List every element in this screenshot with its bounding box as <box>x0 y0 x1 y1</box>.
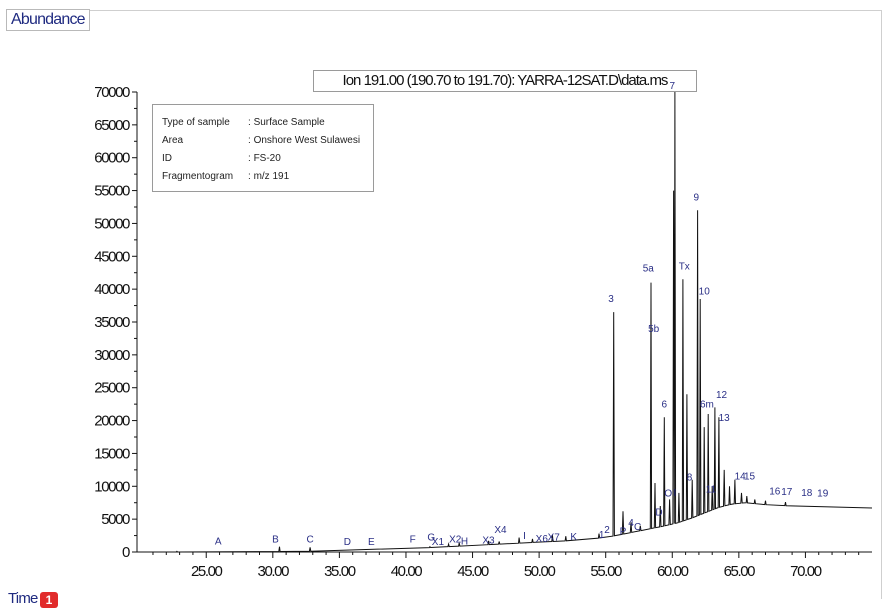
chart-ticks: 0 5000 10000 15000 20000 25000 30000 35000 40000… <box>94 84 860 580</box>
info-sep: : <box>248 135 251 146</box>
y-tick-label: 10000 <box>94 478 130 495</box>
peak-label: 18 <box>801 488 813 499</box>
info-row-type: Type of sample: Surface Sample <box>162 116 325 130</box>
chromatogram-trace <box>137 91 873 553</box>
peak-label: Tx <box>679 262 690 273</box>
frame-top-rule <box>90 10 882 11</box>
info-row-fragmentogram: Fragmentogram: m/z 191 <box>162 170 289 184</box>
info-value: Onshore West Sulawesi <box>253 135 361 146</box>
peak-label: C <box>306 534 313 545</box>
x-tick-label: 70.00 <box>790 563 822 580</box>
x-tick-label: 30.00 <box>258 563 290 580</box>
peak-label: 11 <box>706 484 717 495</box>
info-sep: : <box>248 117 251 128</box>
peak-label: X4 <box>494 525 507 536</box>
peak-label: 17 <box>781 487 793 498</box>
x-tick-label: 50.00 <box>524 563 556 580</box>
y-tick-label: 40000 <box>94 281 130 298</box>
peak-label: 16 <box>769 486 781 497</box>
peak-label: O <box>664 488 672 499</box>
x-tick-label: 55.00 <box>590 563 622 580</box>
peak-label: D <box>655 507 662 518</box>
chart-trace <box>137 91 873 553</box>
y-tick-label: 65000 <box>94 117 130 134</box>
peak-label: 12 <box>716 390 728 401</box>
y-tick-label: 30000 <box>94 347 130 364</box>
x-tick-label: 60.00 <box>657 563 689 580</box>
peak-label: X1 <box>432 537 445 548</box>
peak-label: I <box>674 488 677 499</box>
peak-label: 15 <box>744 471 756 482</box>
chart-title: Ion 191.00 (190.70 to 191.70): YARRA-12S… <box>313 70 697 92</box>
peak-label: 10 <box>699 287 711 298</box>
time-axis-label: Time <box>8 590 38 607</box>
peak-label: 9 <box>693 193 699 204</box>
info-sep: : <box>248 171 251 182</box>
x-tick-label: 35.00 <box>324 563 356 580</box>
peak-label: I <box>523 531 526 542</box>
info-sep: : <box>248 153 251 164</box>
peak-label: X6 <box>536 534 549 545</box>
peak-label: K <box>570 532 577 543</box>
abundance-axis-label: Abundance <box>6 9 90 31</box>
sample-info-box: Type of sample: Surface Sample Area: Ons… <box>152 104 374 192</box>
chart-axes <box>136 92 872 553</box>
info-key: Fragmentogram <box>162 171 234 182</box>
info-key: Area <box>162 135 184 146</box>
x-tick-label: 40.00 <box>391 563 423 580</box>
y-tick-label: 45000 <box>94 248 130 265</box>
peak-label: 8 <box>687 473 693 484</box>
peak-label: X2 <box>449 534 462 545</box>
peak-label: 4 <box>628 518 634 529</box>
peak-label: 2 <box>604 525 610 536</box>
time-badge: 1 <box>40 592 58 608</box>
x-tick-label: 25.00 <box>191 563 223 580</box>
x-tick-label: 45.00 <box>457 563 489 580</box>
peak-label: B <box>272 534 279 545</box>
y-tick-label: 55000 <box>94 183 130 200</box>
peak-label: 6m <box>700 400 714 411</box>
peak-label: 19 <box>817 488 829 499</box>
info-value: FS-20 <box>253 153 281 164</box>
peak-label: 5a <box>643 264 655 275</box>
y-tick-label: 70000 <box>94 84 130 101</box>
peak-label: 13 <box>719 413 731 424</box>
peak-label: X7 <box>548 532 561 543</box>
y-tick-label: 5000 <box>101 511 130 528</box>
peak-label: P <box>620 527 627 538</box>
y-tick-label: 60000 <box>94 150 130 167</box>
y-tick-label: 0 <box>122 544 130 561</box>
y-tick-label: 15000 <box>94 445 130 462</box>
peak-label: 1 <box>599 530 605 541</box>
peak-label: F <box>410 534 416 545</box>
peak-label: 7 <box>669 81 675 92</box>
y-tick-label: 50000 <box>94 215 130 232</box>
peak-label: D <box>344 537 351 548</box>
peak-label: 6 <box>662 400 668 411</box>
x-tick-label: 65.00 <box>724 563 756 580</box>
y-tick-label: 25000 <box>94 380 130 397</box>
peak-label: 5b <box>648 324 660 335</box>
info-row-area: Area: Onshore West Sulawesi <box>162 134 360 148</box>
peak-label: 14 <box>735 471 747 482</box>
y-tick-label: 35000 <box>94 314 130 331</box>
peak-label: 3 <box>608 294 614 305</box>
peak-label: A <box>215 536 222 547</box>
y-tick-label: 20000 <box>94 413 130 430</box>
peak-label: E <box>368 537 375 548</box>
peak-label: H <box>461 536 468 547</box>
peak-label: X3 <box>482 536 495 547</box>
info-value: m/z 191 <box>253 171 290 182</box>
info-row-id: ID: FS-20 <box>162 152 281 166</box>
peak-label: C <box>634 522 641 533</box>
info-key: ID <box>162 153 172 164</box>
peak-label: G <box>427 532 435 543</box>
info-value: Surface Sample <box>253 117 325 128</box>
info-key: Type of sample <box>162 117 230 128</box>
